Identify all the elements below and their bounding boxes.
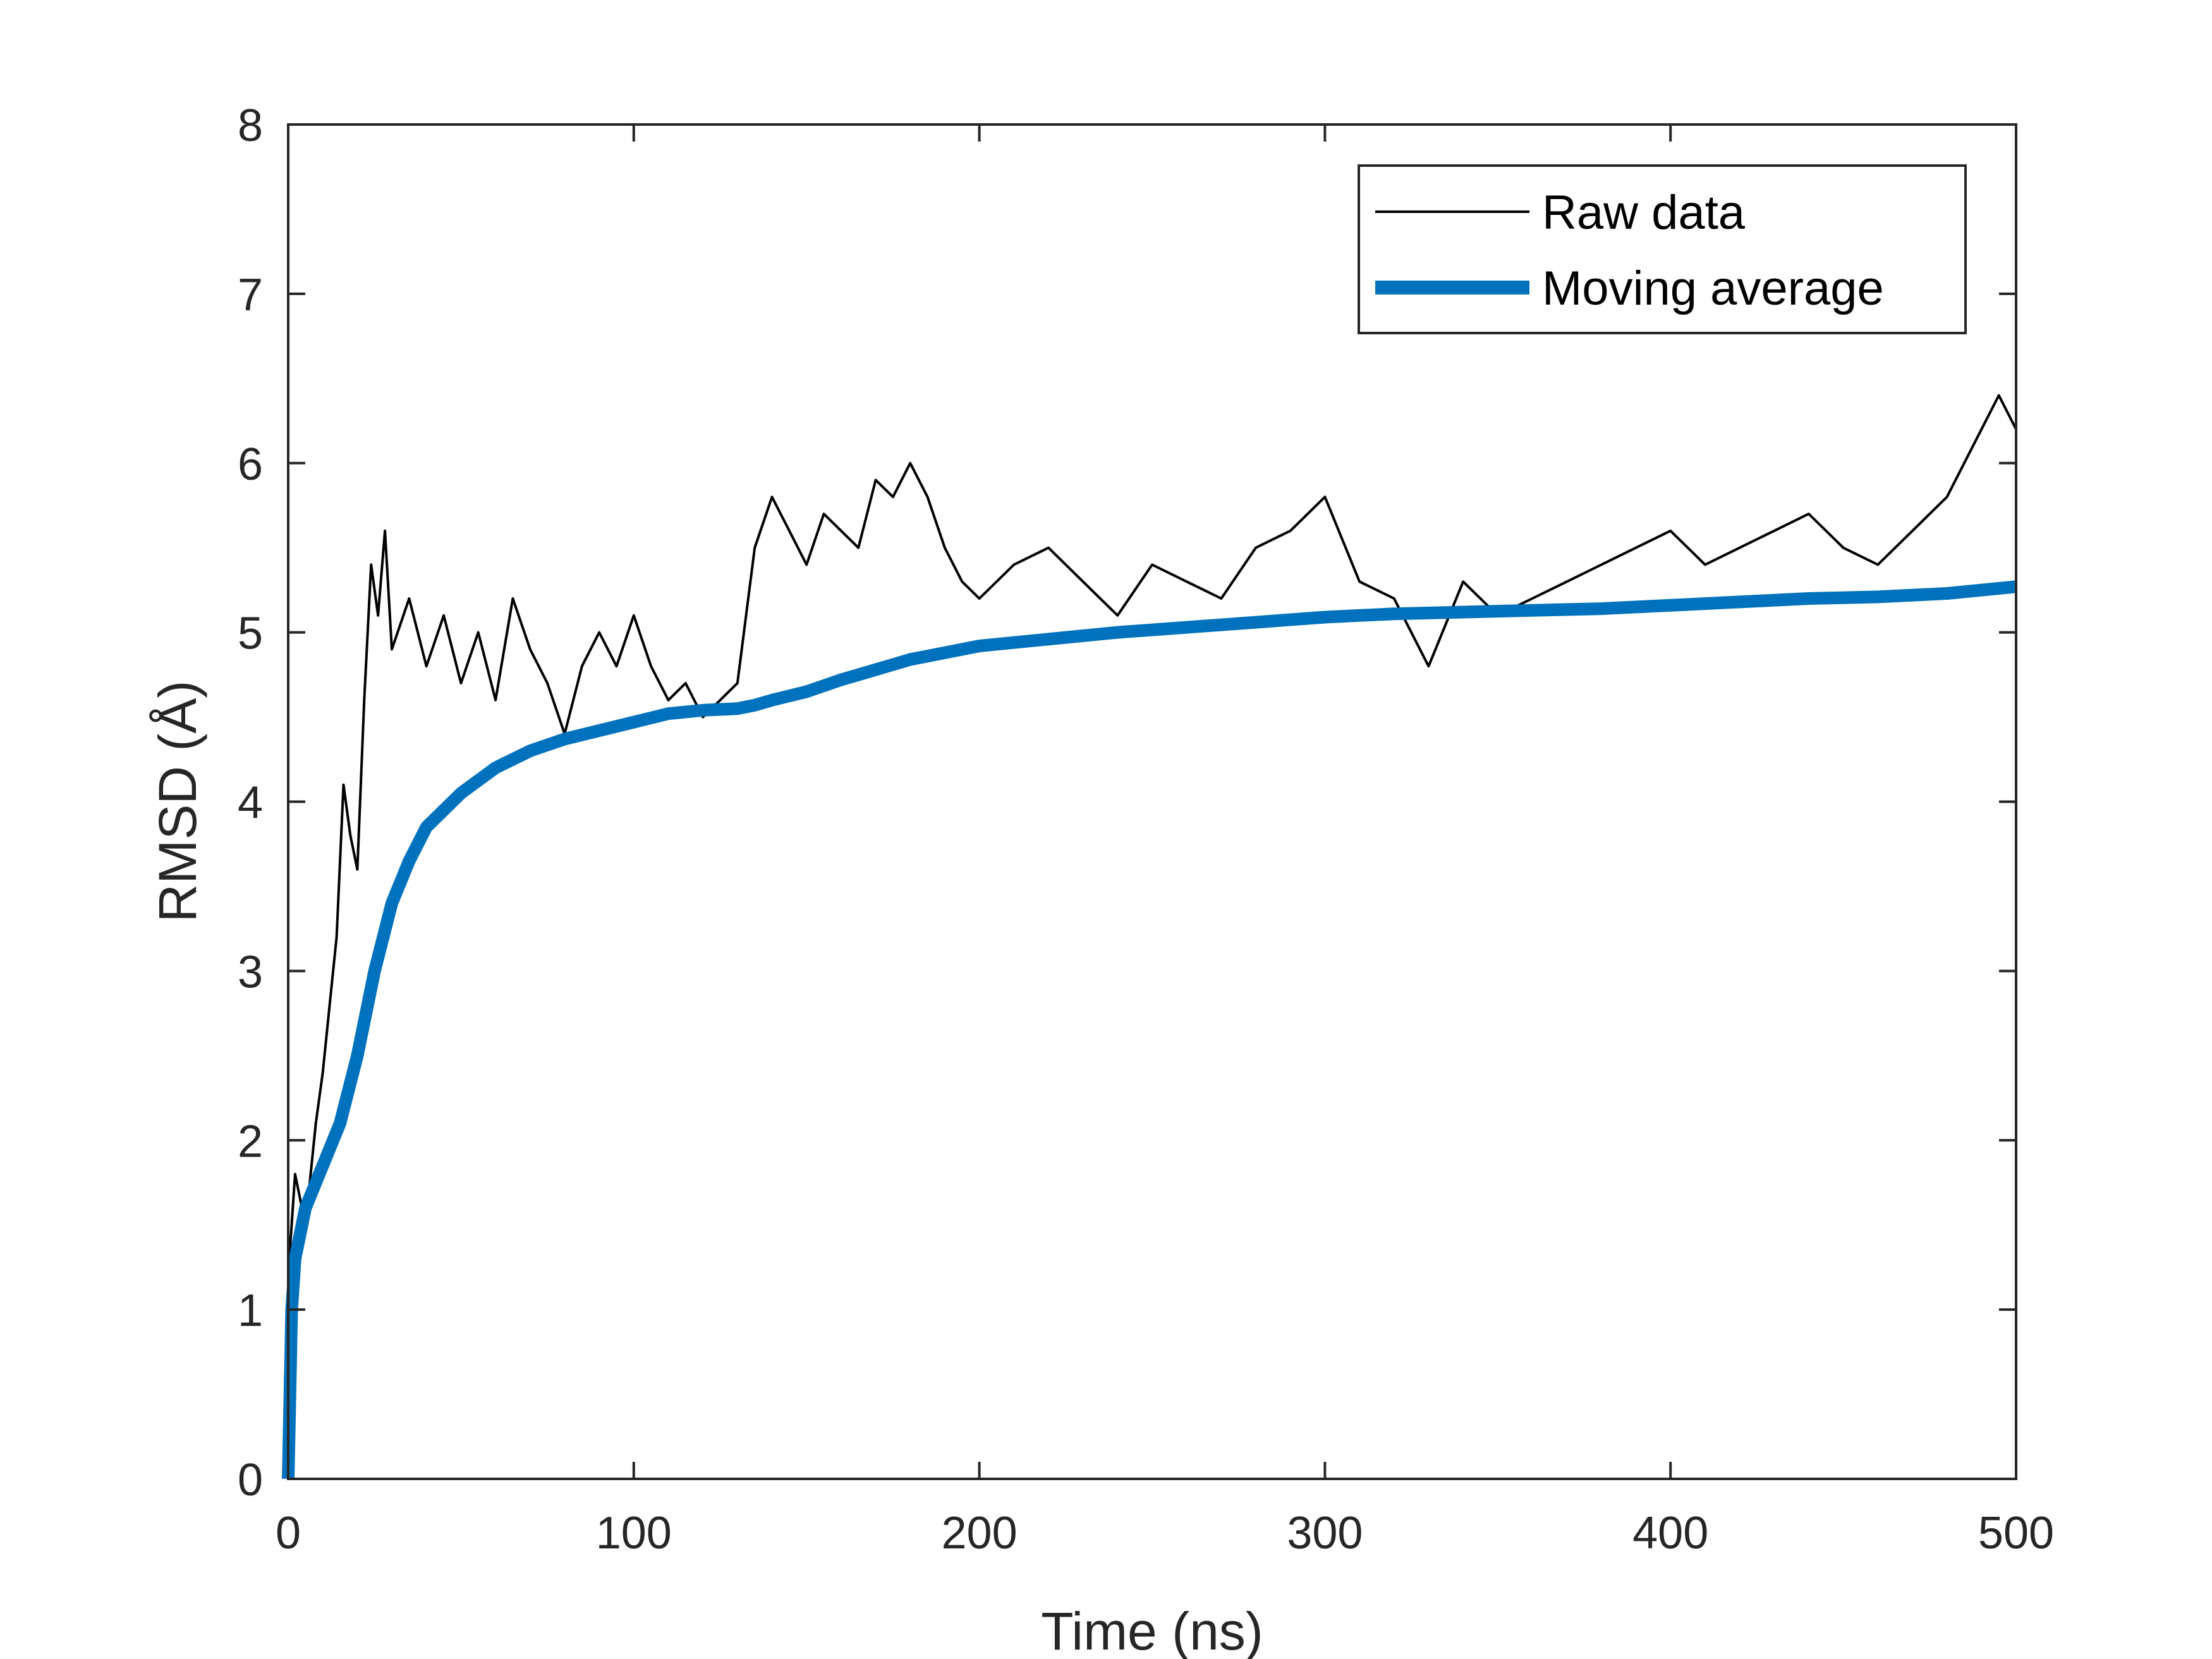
x-tick-label: 500 bbox=[1978, 1508, 2054, 1559]
x-tick-label: 0 bbox=[276, 1508, 301, 1559]
y-axis-ticks: 0 1 2 3 4 5 6 7 8 bbox=[238, 100, 2016, 1505]
legend-box bbox=[1358, 164, 1967, 334]
x-tick-label: 100 bbox=[596, 1508, 672, 1559]
moving-average-series bbox=[282, 580, 2017, 1480]
y-tick-label: 8 bbox=[238, 100, 263, 151]
x-tick-label: 400 bbox=[1632, 1508, 1708, 1559]
moving-average-line bbox=[282, 580, 2017, 1480]
y-axis-label: RMSD (Å) bbox=[148, 681, 207, 923]
legend: Raw data Moving average bbox=[1358, 164, 1967, 334]
legend-label-average: Moving average bbox=[1542, 262, 1884, 315]
y-tick-label: 4 bbox=[238, 778, 263, 829]
x-axis-label: Time (ns) bbox=[1041, 1601, 1263, 1659]
y-tick-label: 6 bbox=[238, 439, 263, 490]
y-tick-label: 3 bbox=[238, 947, 263, 997]
legend-label-raw: Raw data bbox=[1542, 186, 1746, 240]
x-tick-label: 300 bbox=[1287, 1508, 1363, 1559]
x-tick-label: 200 bbox=[942, 1508, 1018, 1559]
y-tick-label: 2 bbox=[238, 1116, 263, 1167]
raw-data-line bbox=[287, 394, 2017, 1276]
y-tick-label: 7 bbox=[238, 270, 263, 320]
y-tick-label: 1 bbox=[238, 1285, 263, 1336]
x-axis-ticks: 0 100 200 300 400 500 bbox=[276, 125, 2054, 1559]
y-tick-label: 0 bbox=[238, 1455, 263, 1505]
plot-area bbox=[288, 125, 2016, 1479]
y-tick-label: 5 bbox=[238, 609, 263, 659]
raw-data-series bbox=[287, 394, 2017, 1276]
